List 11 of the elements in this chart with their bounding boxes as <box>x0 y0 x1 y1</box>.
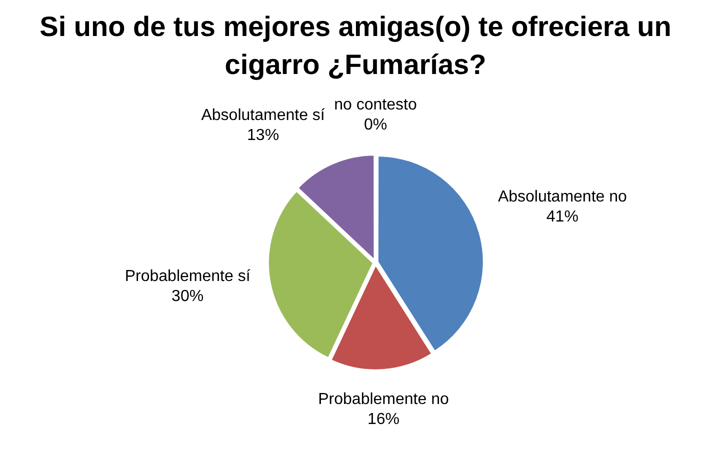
text: 0% <box>364 116 388 134</box>
slice-label: Probablemente no <box>318 391 449 408</box>
data-label: 16% <box>367 411 400 428</box>
slice-label: Absolutamente no <box>498 188 628 206</box>
slice-label: Absolutamente sí <box>201 106 326 124</box>
slice-label: Probablemente sí <box>124 268 251 285</box>
data-label: 30% <box>172 288 204 305</box>
data-label: 13% <box>247 126 280 144</box>
data-label: 41% <box>546 208 578 226</box>
chart-title: Si uno de tus mejores amigas(o) te ofreciera un cigarro ¿Fumarías? <box>38 10 672 82</box>
category-label: no contesto <box>334 96 417 114</box>
